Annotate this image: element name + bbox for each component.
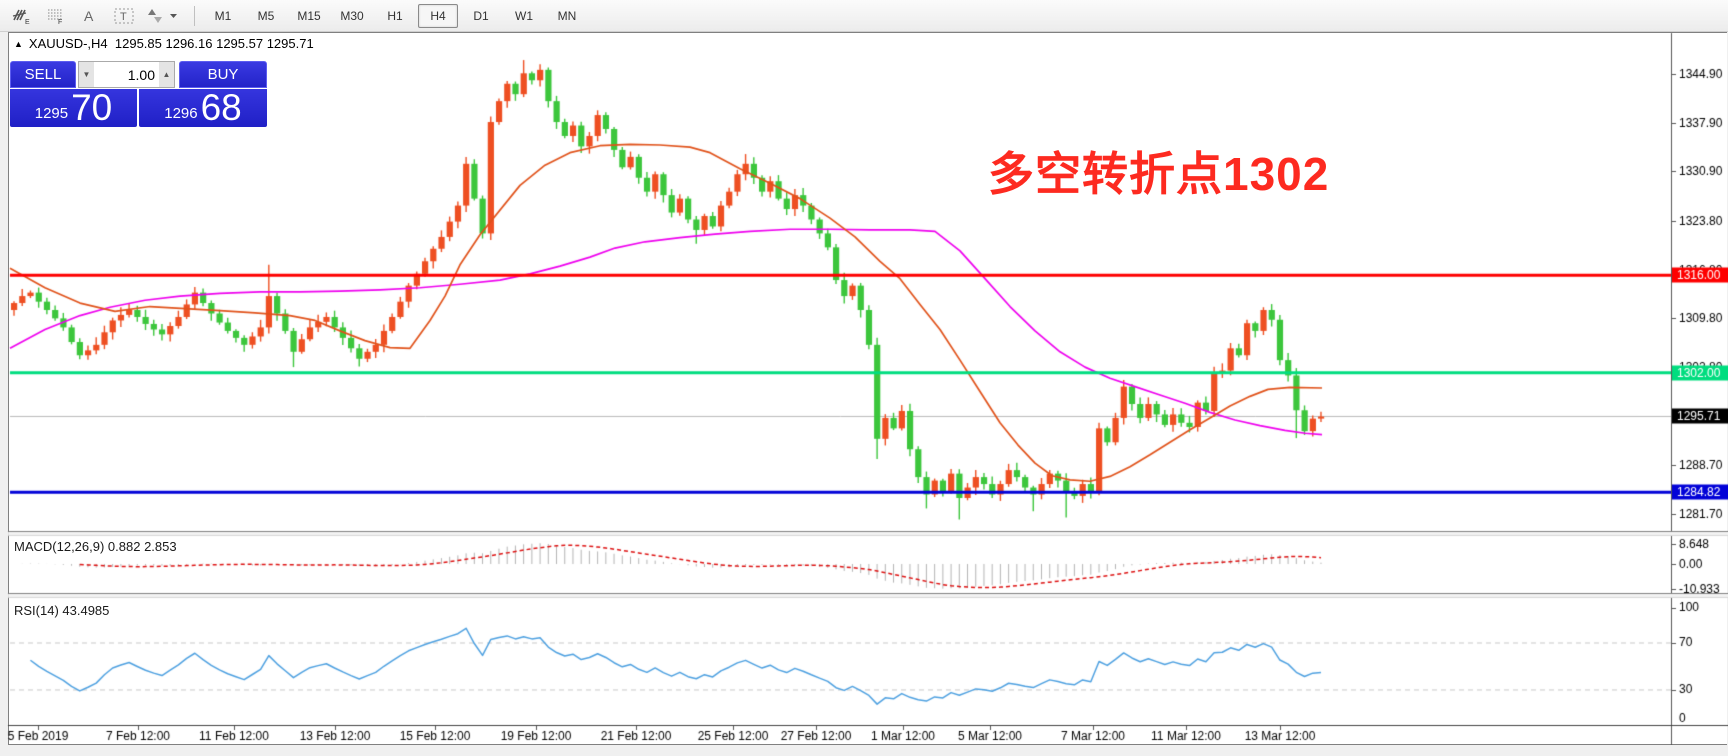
timeframe-button-h1[interactable]: H1 (387, 8, 403, 23)
volume-increase-button[interactable]: ▲ (159, 62, 174, 87)
timeframe-button-h4[interactable]: H4 (418, 3, 458, 28)
chart-ohlc-title: ▲ XAUUSD-,H4 1295.85 1296.16 1295.57 1295… (14, 36, 314, 51)
top-toolbar: E F A T M1 M5 M1 (0, 0, 1728, 32)
timeframe-button-mn[interactable]: MN (557, 8, 577, 23)
text-box-icon[interactable]: T (108, 3, 140, 29)
volume-input[interactable] (94, 62, 159, 87)
arrow-styles-icon[interactable] (142, 3, 184, 29)
svg-text:T: T (120, 11, 127, 23)
macd-indicator-label: MACD(12,26,9) 0.882 2.853 (14, 539, 177, 554)
buy-button[interactable]: BUY (179, 61, 267, 88)
svg-text:A: A (84, 8, 94, 24)
timeframe-button-d1[interactable]: D1 (473, 8, 489, 23)
timeframe-button-m1[interactable]: M1 (214, 8, 232, 23)
svg-text:E: E (25, 19, 30, 26)
svg-text:F: F (58, 19, 62, 26)
buy-price-small: 1296 (164, 105, 198, 122)
sell-price-big: 70 (71, 87, 113, 128)
window-bottom-strip (0, 745, 1728, 756)
rsi-indicator-label: RSI(14) 43.4985 (14, 603, 110, 618)
timeframe-button-m15[interactable]: M15 (297, 8, 321, 23)
buy-price-display[interactable]: 1296 68 (139, 89, 267, 127)
volume-decrease-button[interactable]: ▼ (79, 62, 94, 87)
timeframe-buttons: M1 M5 M15 M30 H1 H4 D1 W1 MN (203, 3, 590, 28)
sell-price-small: 1295 (34, 105, 69, 122)
volume-stepper: ▼ ▲ (78, 61, 175, 88)
one-click-trading-panel: SELL ▼ ▲ BUY 1295 70 1296 68 (10, 61, 267, 127)
buy-price-big: 68 (200, 87, 242, 128)
ohlc-title-text: XAUUSD-,H4 1295.85 1296.16 1295.57 1295.… (28, 36, 314, 51)
fibonacci-grid-icon[interactable]: F (40, 3, 72, 29)
toolbar-separator (194, 5, 195, 26)
collapse-arrow-icon[interactable]: ▲ (14, 39, 23, 49)
expert-advisors-icon[interactable]: E (6, 3, 38, 29)
timeframe-button-m5[interactable]: M5 (257, 8, 275, 23)
text-label-icon[interactable]: A (74, 3, 106, 29)
timeframe-button-w1[interactable]: W1 (515, 8, 533, 23)
chart-annotation-text: 多空转折点1302 (988, 148, 1330, 200)
timeframe-button-m30[interactable]: M30 (340, 8, 364, 23)
sell-button[interactable]: SELL (10, 61, 76, 88)
sell-price-display[interactable]: 1295 70 (10, 89, 137, 127)
